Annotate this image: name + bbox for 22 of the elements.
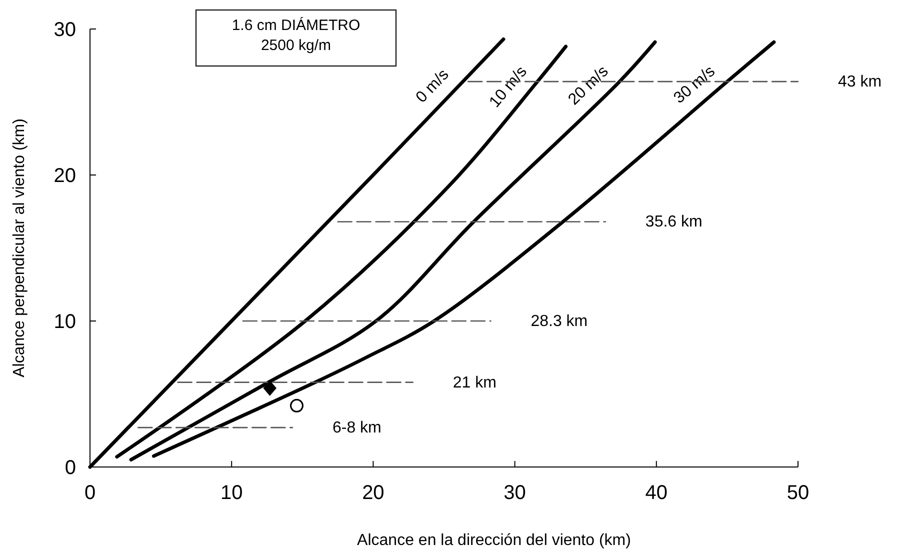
text: 20 m/s bbox=[565, 62, 612, 109]
text: 21 km bbox=[452, 374, 496, 392]
text: 6-8 km bbox=[332, 420, 382, 437]
y-tick-label: 20 bbox=[54, 165, 76, 187]
y-axis-title: Alcance perpendicular al viento (km) bbox=[11, 118, 28, 378]
text: 0 m/s bbox=[413, 66, 452, 106]
x-axis-title: Alcance en la dirección del viento (km) bbox=[357, 532, 631, 549]
x-tick-label: 20 bbox=[362, 482, 384, 504]
line-series bbox=[152, 40, 776, 458]
y-tick-label: 0 bbox=[64, 457, 76, 479]
text: 35.6 km bbox=[645, 214, 702, 231]
x-tick-label: 10 bbox=[220, 482, 243, 504]
text: 30 m/s bbox=[670, 62, 718, 108]
annotation: 1.6 cm DIÁMETRO 2500 kg/m bbox=[232, 16, 360, 54]
text: 28.3 km bbox=[530, 313, 588, 330]
x-tick-label: 30 bbox=[504, 482, 526, 504]
y-tick-label: 30 bbox=[54, 19, 76, 41]
text: 43 km bbox=[838, 74, 882, 91]
y-tick-label: 10 bbox=[54, 311, 76, 333]
x-tick-label: 50 bbox=[786, 482, 810, 504]
x-tick-label: 0 bbox=[84, 482, 96, 504]
x-tick-label: 40 bbox=[645, 482, 668, 504]
